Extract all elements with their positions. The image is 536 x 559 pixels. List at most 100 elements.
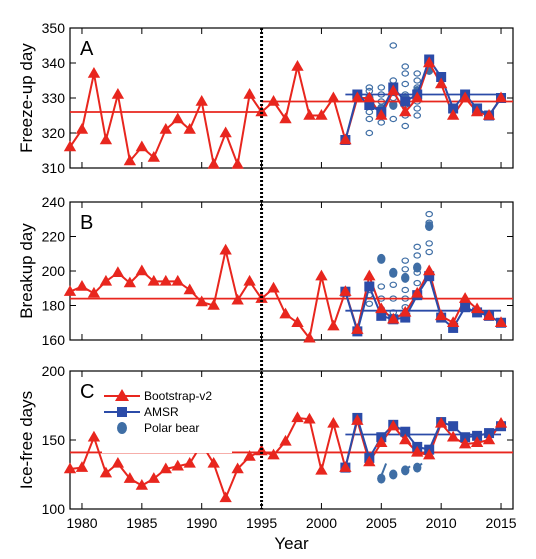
bootstrap-point	[470, 302, 484, 314]
bootstrap-point	[446, 109, 460, 120]
polar-bear-open-point	[401, 122, 410, 130]
bootstrap-point	[147, 274, 160, 286]
bootstrap-point	[87, 67, 101, 78]
panel-b: 160 180 200 220 240 Breakup day B	[17, 194, 514, 348]
bootstrap-point	[99, 133, 113, 145]
polar-bear-point	[389, 469, 398, 480]
bootstrap-point	[494, 416, 508, 428]
x-axis: 1980 1985 1990 1995 2000 2005 2010 2015 Year	[66, 515, 516, 553]
bootstrap-point	[279, 112, 292, 124]
y-tick-label: 180	[42, 298, 66, 314]
x-tick-label: 2000	[306, 515, 337, 531]
bootstrap-point	[243, 450, 256, 461]
bootstrap-point	[87, 286, 101, 298]
legend-bootstrap-marker	[115, 389, 129, 401]
bootstrap-point	[315, 463, 328, 475]
bootstrap-point	[482, 309, 496, 321]
amsr-point	[448, 421, 459, 432]
bootstrap-point	[363, 91, 376, 103]
bootstrap-point	[267, 448, 280, 460]
bootstrap-point	[183, 456, 196, 468]
y-tick-label: 240	[42, 194, 66, 210]
bootstrap-point	[159, 274, 172, 286]
panel-c: 100 150 200 Ice-free days C	[17, 363, 514, 517]
bootstrap-point	[267, 281, 280, 293]
polar-bear-open-point	[401, 63, 410, 70]
legend-bootstrap-label: Bootstrap-v2	[144, 389, 212, 403]
bootstrap-point	[351, 414, 364, 425]
bootstrap-point	[63, 462, 77, 474]
bootstrap-point	[63, 285, 77, 296]
x-tick-label: 2010	[426, 515, 457, 531]
y-tick-label: 150	[42, 432, 66, 448]
bootstrap-point	[195, 95, 208, 106]
legend-polar-marker	[117, 422, 127, 434]
bootstrap-point	[482, 433, 496, 445]
amsr-point	[448, 103, 459, 114]
bootstrap-point	[351, 91, 364, 103]
bootstrap-point	[123, 154, 137, 166]
x-tick-label: 1985	[126, 515, 157, 531]
polar-bear-open-point	[389, 77, 398, 84]
bootstrap-point	[111, 266, 125, 277]
bootstrap-point	[315, 269, 328, 281]
amsr-point	[400, 426, 411, 437]
polar-bear-open-point	[365, 108, 374, 116]
legend-polar-label: Polar bear	[144, 421, 199, 435]
bootstrap-point	[135, 264, 149, 276]
x-tick-label: 1980	[66, 515, 97, 531]
polar-bear-open-point	[389, 42, 398, 49]
bootstrap-point	[171, 459, 184, 471]
bootstrap-point	[303, 412, 316, 424]
bootstrap-point	[375, 302, 388, 314]
bootstrap-point	[327, 91, 340, 103]
legend-amsr-label: AMSR	[144, 405, 179, 419]
polar-bear-point	[377, 253, 386, 264]
bootstrap-point	[423, 56, 436, 68]
bootstrap-point	[482, 109, 496, 120]
bootstrap-point	[171, 274, 184, 286]
bootstrap-point	[458, 437, 472, 449]
polar-bear-point	[389, 100, 398, 110]
bootstrap-point	[363, 269, 376, 281]
bootstrap-point	[423, 264, 436, 276]
polar-bear-open-point	[365, 84, 374, 91]
y-tick-label: 220	[42, 229, 66, 245]
bootstrap-point	[171, 112, 184, 124]
bootstrap-point	[339, 285, 352, 296]
amsr-point	[400, 96, 411, 107]
polar-bear-point	[401, 465, 410, 476]
bootstrap-point	[470, 436, 484, 447]
bootstrap-point	[315, 109, 328, 120]
x-tick-label: 2015	[485, 515, 516, 531]
bootstrap-point	[159, 462, 172, 474]
bootstrap-point	[446, 430, 460, 442]
bootstrap-point	[147, 151, 160, 162]
bootstrap-point	[291, 60, 304, 71]
amsr-point	[376, 310, 387, 321]
bootstrap-point	[123, 472, 137, 483]
bootstrap-point	[231, 293, 244, 305]
polar-bear-open-point	[413, 70, 422, 77]
bootstrap-point	[387, 312, 400, 324]
y-axis-label: Breakup day	[17, 223, 36, 319]
bootstrap-point	[291, 411, 304, 423]
amsr-point	[364, 100, 375, 110]
polar-bear-open-point	[425, 248, 433, 256]
polar-bear-point	[413, 462, 422, 473]
bootstrap-point	[375, 436, 388, 447]
bootstrap-point	[219, 491, 232, 503]
bootstrap-point	[111, 88, 125, 99]
bootstrap-point	[399, 105, 412, 117]
bootstrap-point	[434, 416, 448, 428]
bootstrap-point	[123, 276, 137, 288]
legend-amsr-marker	[117, 407, 127, 417]
polar-bear-open-point	[377, 283, 386, 290]
bootstrap-point	[434, 77, 448, 89]
bootstrap-point	[458, 292, 472, 303]
polar-bear-point	[413, 262, 422, 273]
bootstrap-point	[494, 91, 508, 103]
bootstrap-point	[63, 140, 77, 152]
bootstrap-point	[75, 280, 89, 291]
y-tick-label: 100	[42, 501, 66, 517]
